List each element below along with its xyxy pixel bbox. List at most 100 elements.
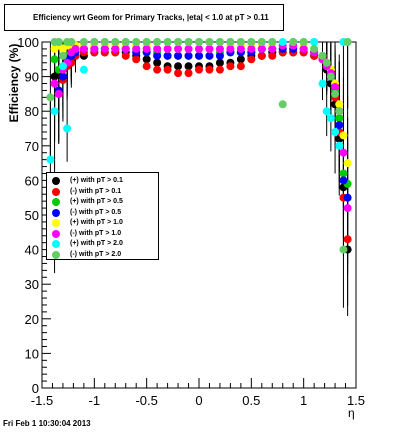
y-tick-label: 50: [25, 208, 39, 223]
legend-label: (-) with pT > 2.0: [70, 250, 122, 258]
data-point: [236, 38, 245, 46]
x-tick-label: 0: [195, 393, 202, 408]
data-point: [236, 44, 245, 53]
y-axis-label: Efficiency (%): [7, 43, 21, 123]
series-8: [46, 38, 352, 254]
data-point: [46, 155, 55, 164]
y-tick-label: 100: [17, 35, 39, 50]
data-point: [343, 204, 352, 213]
data-point: [50, 107, 59, 116]
y-tick-label: 90: [25, 70, 39, 85]
legend-marker: [52, 208, 60, 217]
data-point: [90, 38, 99, 46]
data-point: [50, 79, 59, 88]
data-point: [205, 38, 214, 46]
x-axis-label: η: [348, 406, 355, 420]
data-point: [215, 65, 224, 74]
x-axis: -1.5 -1 -0.5 0 0.5 1 1.5: [31, 378, 365, 408]
legend-label: (-) with pT > 0.5: [70, 208, 122, 216]
data-point: [268, 38, 277, 46]
data-point: [174, 62, 183, 71]
data-point: [226, 62, 235, 71]
data-point: [163, 38, 172, 46]
data-point: [289, 38, 298, 46]
data-point: [339, 169, 348, 178]
legend-marker: [52, 250, 60, 259]
data-point: [215, 51, 224, 60]
data-point: [215, 44, 224, 53]
data-point: [205, 44, 214, 53]
data-point: [153, 51, 162, 60]
data-point: [335, 100, 344, 109]
data-point: [58, 72, 67, 81]
chart-title: Efficiency wrt Geom for Primary Tracks, …: [33, 13, 269, 22]
data-point: [163, 44, 172, 53]
data-point: [339, 148, 348, 157]
data-point: [236, 62, 245, 71]
data-point: [111, 44, 120, 53]
y-tick-label: 80: [25, 104, 39, 119]
data-point: [195, 51, 203, 60]
y-tick-label: 10: [25, 346, 39, 361]
data-point: [79, 65, 88, 74]
data-point: [46, 93, 55, 102]
y-tick-label: 40: [25, 243, 39, 258]
data-point: [335, 107, 344, 116]
data-point: [335, 121, 344, 130]
data-point: [153, 44, 162, 53]
data-point: [100, 38, 109, 46]
data-point: [268, 51, 277, 60]
x-tick-label: 0.5: [242, 393, 260, 408]
data-point: [331, 82, 340, 91]
data-point: [58, 62, 67, 71]
data-point: [142, 44, 151, 53]
y-tick-label: 30: [25, 277, 39, 292]
legend: (+) with pT > 0.1 (-) with pT > 0.1 (+) wi…: [46, 172, 159, 260]
data-point: [63, 124, 72, 133]
data-point: [310, 38, 319, 46]
x-tick-label: -1.5: [31, 393, 53, 408]
data-point: [226, 38, 235, 46]
data-point: [71, 44, 80, 53]
data-point: [195, 38, 203, 46]
y-axis: 0 10 20 30 40 50 60 70 80 90 100: [17, 35, 51, 396]
legend-entry: (+) with pT > 1.0: [47, 218, 158, 228]
data-point: [184, 44, 193, 53]
data-point: [79, 44, 88, 53]
data-point: [184, 69, 193, 78]
data-point: [184, 51, 193, 60]
chart-title-box: Efficiency wrt Geom for Primary Tracks, …: [4, 4, 284, 31]
data-point: [343, 235, 352, 244]
data-point: [339, 176, 348, 185]
y-tick-label: 60: [25, 173, 39, 188]
x-tick-label: 1: [300, 393, 307, 408]
legend-label: (-) with pT > 1.0: [70, 229, 122, 237]
data-point: [90, 44, 99, 53]
data-point: [142, 38, 151, 46]
data-point: [121, 51, 130, 60]
data-point: [310, 44, 319, 53]
data-point: [54, 38, 63, 46]
data-point: [153, 38, 162, 46]
data-point: [215, 38, 224, 46]
data-point: [299, 44, 308, 53]
data-point: [278, 38, 287, 46]
legend-entry: (-) with pT > 0.5: [47, 208, 158, 218]
data-point: [174, 38, 183, 46]
data-point: [50, 55, 59, 64]
data-point: [318, 79, 327, 88]
legend-label: (+) with pT > 1.0: [70, 219, 123, 226]
y-tick-label: 70: [25, 139, 39, 154]
data-point: [132, 38, 141, 46]
data-point: [339, 131, 348, 140]
legend-entry: (-) with pT > 1.0: [47, 229, 158, 239]
data-point: [153, 65, 162, 74]
legend-marker: [52, 187, 60, 196]
legend-marker: [52, 177, 60, 185]
data-point: [195, 44, 203, 53]
data-point: [322, 107, 331, 116]
data-point: [111, 38, 120, 46]
data-point: [121, 38, 130, 46]
legend-entry: (+) with pT > 2.0: [47, 239, 158, 249]
